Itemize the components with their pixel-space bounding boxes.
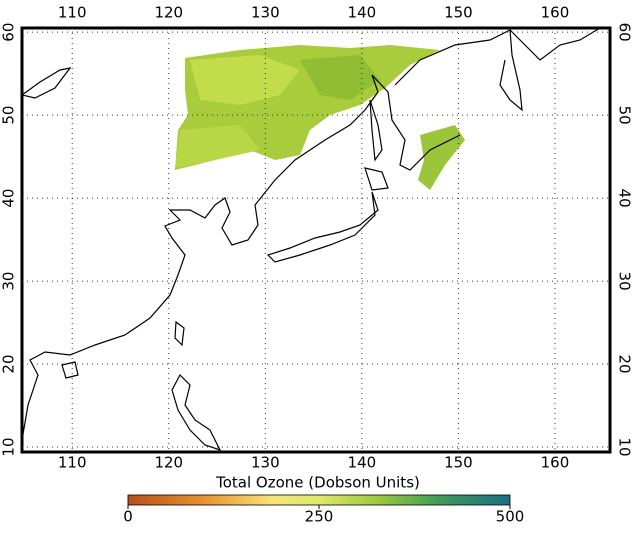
x-tick-label-top: 110: [58, 4, 87, 22]
x-tick-label-bottom: 140: [348, 454, 377, 472]
y-tick-label-right: 10: [616, 437, 634, 456]
x-tick-label-bottom: 110: [58, 454, 87, 472]
y-tick-label-right: 30: [616, 272, 634, 291]
colorbar-tick-label: 500: [496, 508, 525, 526]
colorbar: [127, 494, 511, 506]
map-frame: [20, 26, 612, 454]
x-tick-label-top: 130: [251, 4, 280, 22]
colorbar-tick-label: 250: [305, 508, 334, 526]
y-tick-label-left: 10: [0, 437, 18, 456]
x-tick-label-bottom: 120: [154, 454, 183, 472]
y-tick-label-left: 60: [0, 23, 18, 42]
y-tick-label-right: 20: [616, 355, 634, 374]
colorbar-title: Total Ozone (Dobson Units): [215, 474, 420, 492]
y-tick-label-left: 20: [0, 355, 18, 374]
x-tick-label-top: 150: [444, 4, 473, 22]
y-tick-label-left: 40: [0, 189, 18, 208]
y-tick-label-right: 40: [616, 189, 634, 208]
x-tick-label-bottom: 130: [251, 454, 280, 472]
x-tick-label-top: 120: [154, 4, 183, 22]
y-tick-label-right: 60: [616, 23, 634, 42]
y-tick-label-right: 50: [616, 106, 634, 125]
x-tick-label-top: 140: [348, 4, 377, 22]
x-tick-label-top: 160: [541, 4, 570, 22]
y-tick-label-left: 50: [0, 106, 18, 125]
x-tick-label-bottom: 160: [541, 454, 570, 472]
x-tick-label-bottom: 150: [444, 454, 473, 472]
colorbar-tick-label: 0: [123, 508, 133, 526]
map-area: [20, 27, 601, 452]
coastlines: [20, 27, 601, 452]
y-tick-label-left: 30: [0, 272, 18, 291]
ozone-field: [175, 45, 465, 190]
